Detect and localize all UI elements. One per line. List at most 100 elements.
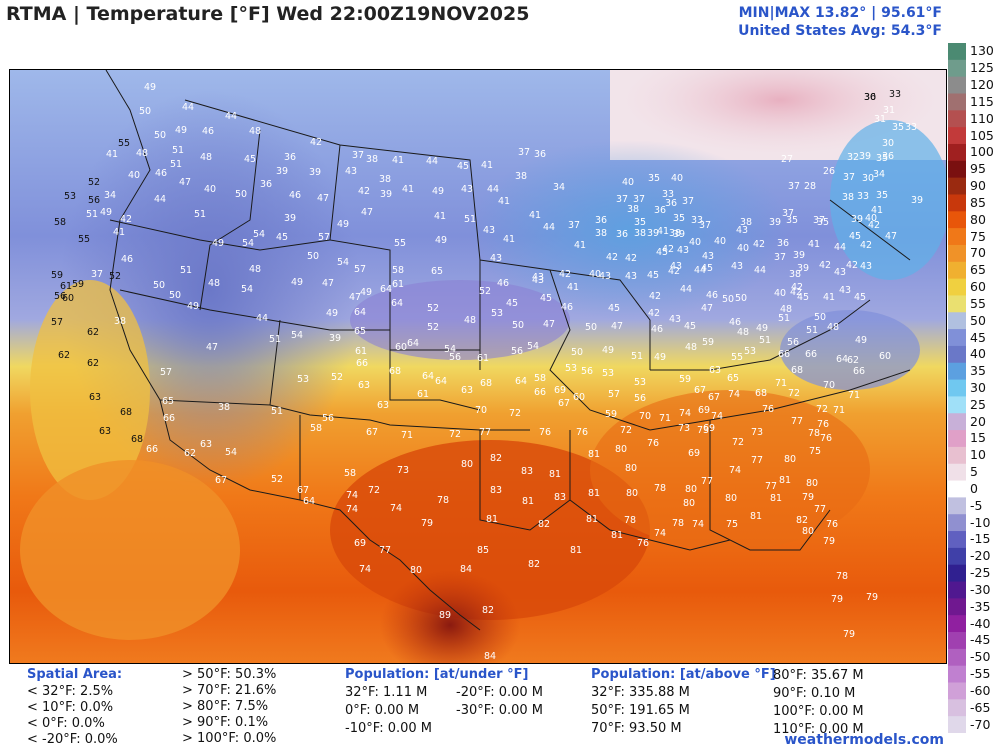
temperature-label: 81 (549, 469, 561, 480)
temperature-label: 79 (802, 492, 814, 503)
temperature-label: 47 (611, 321, 623, 332)
temperature-label: 50 (307, 251, 319, 262)
temperature-label: 81 (750, 511, 762, 522)
temperature-label: 35 (876, 153, 888, 164)
temperature-label: 59 (679, 374, 691, 385)
temperature-label: 54 (225, 447, 237, 458)
temperature-label: 72 (449, 429, 461, 440)
temperature-label: 60 (395, 342, 407, 353)
temperature-label: 38 (634, 228, 646, 239)
temperature-label: 75 (726, 519, 738, 530)
temperature-label: 66 (805, 349, 817, 360)
temperature-label: 71 (401, 430, 413, 441)
temperature-label: 59 (605, 409, 617, 420)
colorbar-swatch (948, 396, 966, 414)
temperature-label: 53 (634, 377, 646, 388)
population-stat: 80°F: 35.67 M (773, 668, 864, 683)
temperature-label: 38 (627, 204, 639, 215)
temperature-label: 42 (846, 260, 858, 271)
population-under-col2: -20°F: 0.00 M -30°F: 0.00 M (456, 684, 543, 720)
temperature-label: 77 (814, 504, 826, 515)
temperature-label: 74 (711, 411, 723, 422)
temperature-label: 78 (672, 518, 684, 529)
temperature-label: 64 (836, 354, 848, 365)
min-max-stats: MIN|MAX 13.82° | 95.61°F United States A… (738, 4, 942, 40)
colorbar-swatch (948, 160, 966, 179)
temperature-label: 53 (744, 346, 756, 357)
temperature-label: 48 (249, 264, 261, 275)
temperature-label: 41 (823, 292, 835, 303)
temperature-label: 37 (788, 181, 800, 192)
temperature-label: 42 (791, 282, 803, 293)
temperature-label: 69 (688, 448, 700, 459)
temperature-label: 49 (144, 82, 156, 93)
temperature-label: 69 (554, 385, 566, 396)
temperature-label: 48 (827, 322, 839, 333)
temperature-label: 52 (271, 474, 283, 485)
temperature-label: 69 (698, 405, 710, 416)
temperature-label: 43 (532, 272, 544, 283)
temperature-label: 40 (589, 269, 601, 280)
temperature-label: 51 (464, 214, 476, 225)
temperature-label: 42 (625, 253, 637, 264)
site-credit[interactable]: weathermodels.com (784, 732, 944, 748)
temperature-label: 48 (780, 304, 792, 315)
temperature-label: 48 (685, 342, 697, 353)
temperature-label: 68 (480, 378, 492, 389)
temperature-label: 45 (849, 231, 861, 242)
colorbar-tick-label: 25 (970, 396, 986, 412)
temperature-label: 42 (120, 214, 132, 225)
colorbar-swatch (948, 615, 966, 633)
temperature-label: 67 (215, 475, 227, 486)
temperature-label: 37 (699, 220, 711, 231)
temperature-label: 56 (88, 195, 100, 206)
colorbar-tick-label: 15 (970, 430, 986, 446)
temperature-label: 38 (366, 154, 378, 165)
temperature-label: 72 (788, 388, 800, 399)
population-stat: 0°F: 0.00 M (345, 703, 420, 718)
temperature-label: 44 (182, 102, 194, 113)
temperature-label: 34 (104, 190, 116, 201)
population-stat: 110°F: 0.00 M (773, 722, 864, 737)
colorbar-swatch (948, 329, 966, 347)
temperature-label: 30 (882, 138, 894, 149)
temperature-label: 36 (665, 198, 677, 209)
temperature-label: 68 (389, 366, 401, 377)
temperature-label: 71 (848, 390, 860, 401)
temperature-label: 46 (651, 324, 663, 335)
temperature-label: 30 (862, 173, 874, 184)
temperature-label: 42 (819, 260, 831, 271)
temperature-label: 53 (297, 374, 309, 385)
temperature-label: 80 (410, 565, 422, 576)
temperature-label: 51 (778, 313, 790, 324)
colorbar-swatch (948, 76, 966, 94)
temperature-label: 45 (797, 292, 809, 303)
colorbar-tick-label: 105 (970, 127, 994, 143)
temperature-label: 57 (608, 389, 620, 400)
temperature-label: 68 (120, 407, 132, 418)
colorbar-tick-label: 75 (970, 228, 986, 244)
temperature-label: 35 (648, 173, 660, 184)
temperature-label: 33 (889, 89, 901, 100)
temperature-label: 80 (626, 488, 638, 499)
temperature-label: 81 (770, 493, 782, 504)
temperature-label: 36 (882, 151, 894, 162)
temperature-label: 41 (808, 239, 820, 250)
temperature-map[interactable]: 49 44 50 44 49 46 48 55 50 48 51 42 41 48 45 36 37 38 41 44… (9, 69, 947, 664)
temperature-label: 78 (836, 571, 848, 582)
temperature-label: 50 (154, 130, 166, 141)
spatial-stat: < 0°F: 0.0% (27, 716, 105, 731)
temperature-label: 79 (866, 592, 878, 603)
temperature-label: 37 (352, 150, 364, 161)
colorbar-tick-label: 85 (970, 194, 986, 210)
temperature-label: 35 (817, 217, 829, 228)
temperature-label: 37 (633, 194, 645, 205)
temperature-label: 74 (346, 504, 358, 515)
spatial-stat: < -20°F: 0.0% (27, 732, 118, 747)
temperature-label: 46 (202, 126, 214, 137)
temperature-label: 36 (654, 205, 666, 216)
colorbar-swatch (948, 665, 966, 684)
spatial-stat: < 32°F: 2.5% (27, 684, 114, 699)
temperature-label: 50 (571, 347, 583, 358)
temperature-label: 42 (790, 287, 802, 298)
